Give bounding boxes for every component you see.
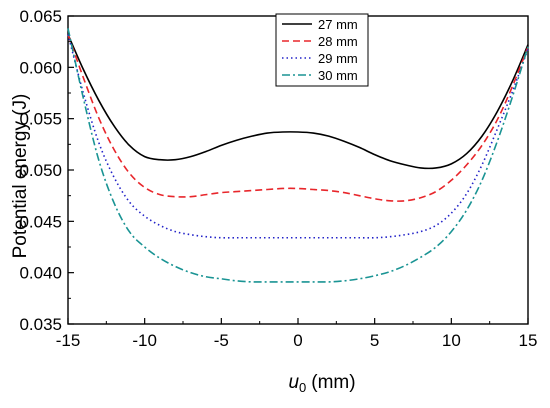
legend: 27 mm 28 mm 29 mm 30 mm: [275, 13, 369, 87]
x-axis-title-subscript: 0: [299, 380, 306, 395]
x-tick-label: 0: [293, 331, 302, 350]
x-axis-title-unit: (mm): [311, 372, 355, 393]
x-tick-label: -10: [132, 331, 157, 350]
y-tick-label: 0.035: [19, 315, 62, 334]
tick-marks: [67, 15, 529, 325]
series-lines: [67, 28, 529, 283]
legend-label: 27 mm: [318, 17, 358, 32]
x-axis-title: u0 (mm): [288, 372, 355, 395]
legend-label: 30 mm: [318, 68, 358, 83]
y-tick-label: 0.055: [19, 110, 62, 129]
y-tick-label: 0.045: [19, 212, 62, 231]
x-tick-label: 5: [370, 331, 379, 350]
y-tick-label: 0.065: [19, 7, 62, 26]
legend-box: [275, 13, 369, 87]
series-line-28-mm: [67, 34, 529, 202]
legend-label: 28 mm: [318, 34, 358, 49]
x-tick-label: 15: [519, 331, 538, 350]
x-tick-label: -15: [56, 331, 81, 350]
y-tick-label: 0.050: [19, 161, 62, 180]
y-tick-label: 0.040: [19, 264, 62, 283]
legend-label: 29 mm: [318, 51, 358, 66]
x-tick-label: -5: [214, 331, 229, 350]
tick-labels: -15 -10 -5 0 5 10 15 0.035 0.040 0.045 0.050 0.055 0…: [19, 7, 537, 350]
x-axis-title-symbol: u: [288, 372, 299, 393]
y-tick-label: 0.060: [19, 58, 62, 77]
x-tick-label: 10: [442, 331, 461, 350]
series-line-27-mm: [67, 34, 529, 170]
y-axis-title: Potential energy (J): [10, 94, 31, 259]
series-line-30-mm: [67, 28, 529, 283]
